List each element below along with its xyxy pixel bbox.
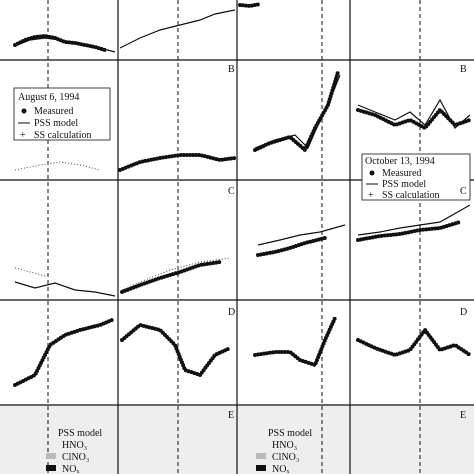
legend-item: NOₓ xyxy=(272,464,289,474)
legend-title: PSS model xyxy=(58,428,102,439)
panel-label: D xyxy=(228,307,235,318)
legend-item: SS calculation xyxy=(382,190,440,201)
legend-item: ClNO₃ xyxy=(272,452,299,463)
panel-label: E xyxy=(228,410,234,421)
legend-e-left: PSS model HNO₃ ClNO₃ NOₓ xyxy=(46,428,102,474)
panel-label: B xyxy=(228,64,235,75)
legend-item: ClNO₃ xyxy=(62,452,89,463)
legend-date: October 13, 1994 xyxy=(365,156,435,167)
legend-item: NOₓ xyxy=(62,464,79,474)
legend-aug: August 6, 1994 Measured PSS model + SS c… xyxy=(13,87,111,141)
panel-label: E xyxy=(460,410,466,421)
panel-label: C xyxy=(228,186,235,197)
legend-oct: October 13, 1994 Measured PSS model + SS… xyxy=(361,153,471,201)
legend-item: Measured xyxy=(382,168,421,179)
legend-item: HNO₃ xyxy=(272,440,297,451)
panel-label: B xyxy=(460,64,467,75)
panel-label: D xyxy=(460,307,467,318)
legend-item: PSS model xyxy=(382,179,426,190)
panel-labels: B B C C D D E E xyxy=(228,64,467,421)
legend-symbol: + xyxy=(368,190,374,201)
legend-item: Measured xyxy=(34,106,73,117)
legend-e-right: PSS model HNO₃ ClNO₃ NOₓ xyxy=(256,428,312,474)
traces xyxy=(13,2,472,387)
panel-label: C xyxy=(460,186,467,197)
legend-item: PSS model xyxy=(34,118,78,129)
legend-title: PSS model xyxy=(268,428,312,439)
legend-symbol: + xyxy=(20,130,26,141)
legend-date: August 6, 1994 xyxy=(18,92,79,103)
legend-item: SS calculation xyxy=(34,130,92,141)
legend-item: HNO₃ xyxy=(62,440,87,451)
